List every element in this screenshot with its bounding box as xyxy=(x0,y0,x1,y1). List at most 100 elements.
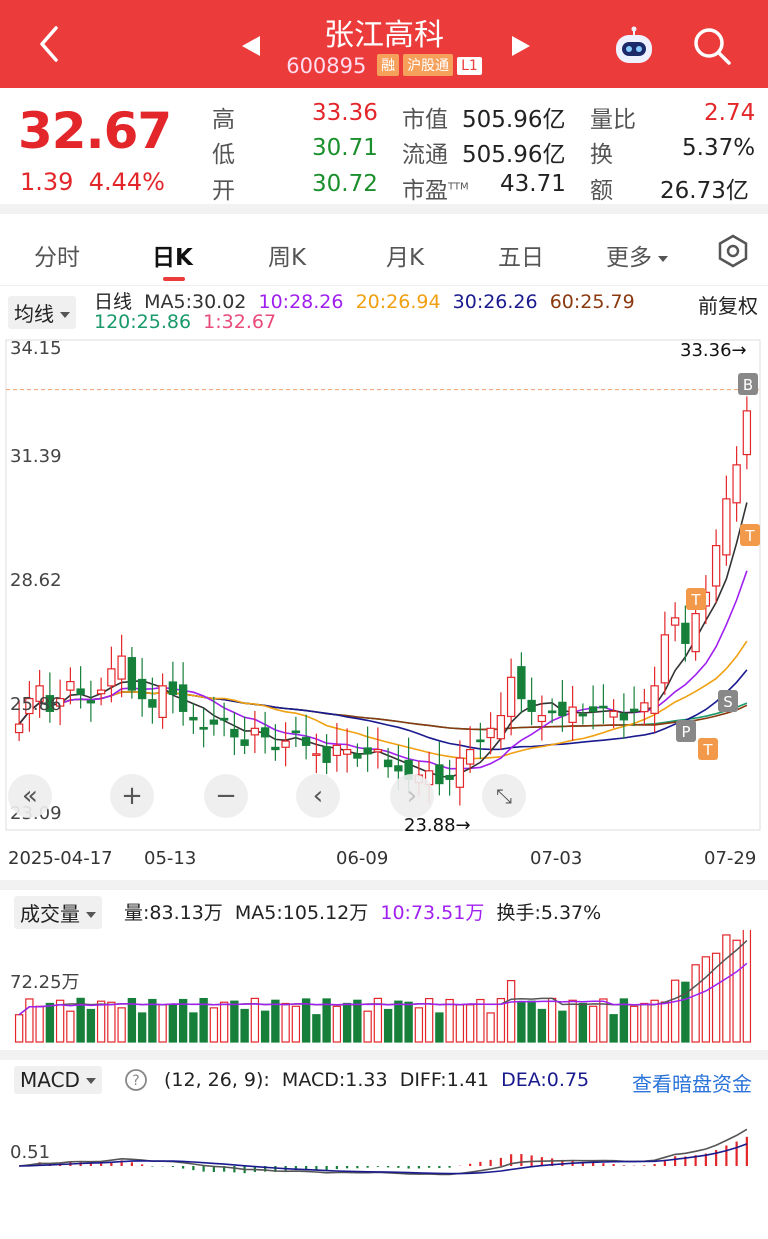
active-tab-indicator xyxy=(163,277,185,281)
macd-chart xyxy=(19,1128,748,1176)
trade-marker-label: P xyxy=(681,723,690,741)
volume-bar xyxy=(711,952,721,1043)
zoom-in-icon[interactable]: + xyxy=(110,774,154,818)
candle xyxy=(486,712,495,755)
candle xyxy=(496,692,506,750)
amount-label: 额 xyxy=(590,178,613,204)
help-icon[interactable]: ? xyxy=(124,1068,148,1092)
candle xyxy=(219,702,229,737)
scroll-left-icon[interactable]: ‹ xyxy=(296,774,340,818)
trade-marker-label: T xyxy=(690,591,701,609)
candle xyxy=(722,475,731,566)
macd-legend: (12, 26, 9): MACD:1.33 DIFF:1.41 DEA:0.7… xyxy=(164,1069,590,1091)
candle xyxy=(609,699,618,729)
rewind-icon[interactable]: « xyxy=(8,774,52,818)
zoom-out-icon[interactable]: − xyxy=(204,774,248,818)
candle xyxy=(660,611,670,695)
diff-line xyxy=(19,1128,748,1176)
volume-bar xyxy=(148,998,157,1043)
fullscreen-icon[interactable]: ⤡ xyxy=(482,774,526,818)
svg-text:?: ? xyxy=(132,1073,139,1089)
tab-weekly-k[interactable]: 周K xyxy=(268,245,307,271)
float-label: 流通 xyxy=(402,142,448,168)
y-label-top: 34.15 xyxy=(10,338,62,359)
tab-monthly-k[interactable]: 月K xyxy=(386,245,425,271)
candle xyxy=(650,666,659,733)
tab-intraday[interactable]: 分时 xyxy=(34,245,80,271)
volume-select[interactable]: 成交量 xyxy=(14,896,102,929)
volume-bar xyxy=(547,997,557,1043)
y-label-3: 28.62 xyxy=(10,570,62,591)
volume-bar xyxy=(96,1000,106,1043)
trade-marker xyxy=(676,720,696,742)
indicator-select[interactable]: 均线 xyxy=(8,296,76,329)
volume-bar xyxy=(271,999,280,1043)
macd-select[interactable]: MACD xyxy=(14,1066,102,1094)
candle xyxy=(547,698,557,724)
dark-pool-link[interactable]: 查看暗盘资金 xyxy=(632,1072,752,1096)
ma120-label: 120:25.86 xyxy=(94,311,192,333)
candle xyxy=(86,680,96,722)
stock-code-row: 600895 融沪股通 L1 xyxy=(0,54,768,78)
volume-bar xyxy=(578,1002,588,1043)
settings-hexagon-icon[interactable] xyxy=(716,234,750,268)
volume-bar xyxy=(701,956,711,1043)
candle xyxy=(127,646,137,699)
adjust-mode[interactable]: 前复权 xyxy=(698,294,758,318)
candle xyxy=(209,696,219,736)
volume-bar xyxy=(445,998,454,1043)
candle xyxy=(619,693,629,739)
volume-bar xyxy=(629,1005,639,1043)
volume-bar xyxy=(650,999,659,1043)
amount-value: 26.73亿 xyxy=(660,178,749,204)
candle xyxy=(363,726,372,772)
tab-five-day[interactable]: 五日 xyxy=(498,245,544,271)
volume-bar xyxy=(199,997,208,1043)
candle xyxy=(332,723,342,772)
back-arrow-icon[interactable] xyxy=(30,22,70,66)
candle xyxy=(250,710,260,753)
last-price: 32.67 xyxy=(18,102,172,160)
candle xyxy=(291,716,301,748)
volume-bar xyxy=(732,939,741,1043)
volume-bar xyxy=(506,980,516,1043)
volume-bar xyxy=(465,1004,475,1043)
trade-marker xyxy=(718,690,738,712)
tab-more[interactable]: 更多 xyxy=(606,238,668,272)
level1-tag: L1 xyxy=(457,57,482,75)
candle xyxy=(445,759,454,796)
volume-bar xyxy=(383,1008,393,1043)
robot-assistant-icon[interactable] xyxy=(612,26,656,66)
turnover-value: 5.37% xyxy=(682,135,756,161)
candle xyxy=(14,700,24,742)
volume-bar xyxy=(127,997,137,1043)
volume-bar xyxy=(178,998,188,1043)
candle xyxy=(158,673,167,729)
divider xyxy=(0,880,768,890)
volume-bar xyxy=(322,998,331,1043)
candle xyxy=(455,740,465,806)
scroll-right-icon[interactable]: › xyxy=(390,774,434,818)
candle xyxy=(568,685,577,741)
next-stock-arrow-icon[interactable] xyxy=(512,36,530,56)
volume-bar xyxy=(517,1001,526,1043)
search-icon[interactable] xyxy=(690,24,734,68)
tab-daily-k[interactable]: 日K xyxy=(152,245,193,271)
volume-bar xyxy=(14,1014,24,1043)
chevron-down-icon xyxy=(86,912,96,918)
volume-legend: 量:83.13万 MA5:105.12万 10:73.51万 换手:5.37% xyxy=(124,902,602,924)
volume-bar xyxy=(353,999,362,1043)
volume-bar xyxy=(189,1012,198,1043)
candle xyxy=(640,688,649,726)
app-header: 张江高科 600895 融沪股通 L1 xyxy=(0,0,768,88)
volume-bar xyxy=(373,997,383,1043)
volume-bar xyxy=(670,979,680,1043)
volume-bar xyxy=(158,1004,167,1043)
volume-bar xyxy=(742,930,752,1043)
candle xyxy=(240,716,249,755)
volume-bar xyxy=(363,1010,372,1043)
prev-stock-arrow-icon[interactable] xyxy=(242,36,260,56)
trade-marker xyxy=(698,738,718,760)
candle xyxy=(107,646,116,703)
